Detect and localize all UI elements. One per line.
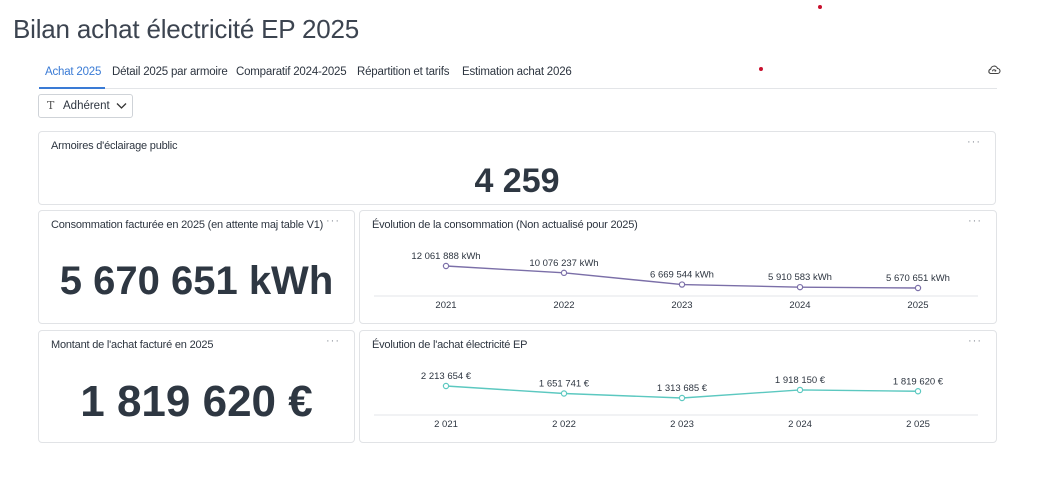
data-label: 1 918 150 €: [775, 375, 826, 386]
tab-bar: Achat 2025 Détail 2025 par armoire Compa…: [39, 60, 1001, 89]
data-point: [914, 284, 922, 292]
kpi-value: 5 670 651 kWh: [59, 259, 334, 303]
data-label: 5 910 583 kWh: [768, 272, 832, 283]
x-tick-label: 2025: [907, 300, 928, 311]
data-label: 12 061 888 kWh: [411, 251, 480, 262]
data-point: [442, 382, 450, 390]
tab-estimation[interactable]: Estimation achat 2026: [462, 66, 572, 78]
x-tick-label: 2023: [671, 300, 692, 311]
data-label: 5 670 651 kWh: [886, 273, 950, 284]
data-label: 1 819 620 €: [893, 376, 944, 387]
achat-line-chart: 2 213 654 € 2 021 1 651 741 € 2 022 1 313 68…: [374, 371, 978, 430]
card-evolution-achat: Évolution de l'achat électricité EP ··· …: [359, 330, 997, 443]
data-label: 2 213 654 €: [421, 371, 472, 382]
kpi-value: 4 259: [474, 162, 560, 200]
x-tick-label: 2 021: [434, 419, 458, 430]
data-label: 6 669 544 kWh: [650, 270, 714, 281]
cloud-refresh-icon[interactable]: [987, 64, 1001, 76]
red-dot-marker: [818, 5, 822, 9]
text-type-icon: T: [47, 99, 55, 112]
more-options-icon[interactable]: ···: [326, 335, 340, 347]
card-title: Évolution de la consommation (Non actual…: [372, 219, 638, 231]
card-evolution-consommation: Évolution de la consommation (Non actual…: [359, 210, 997, 324]
x-tick-label: 2 023: [670, 419, 694, 430]
card-consommation: Consommation facturée en 2025 (en attent…: [38, 210, 355, 324]
tab-comparatif[interactable]: Comparatif 2024-2025: [236, 66, 347, 78]
x-tick-label: 2 025: [906, 419, 930, 430]
data-point: [560, 269, 568, 277]
page-title: Bilan achat électricité EP 2025: [13, 14, 359, 44]
card-montant: Montant de l'achat facturé en 2025 ··· 1…: [38, 330, 355, 443]
tab-detail-2025[interactable]: Détail 2025 par armoire: [112, 66, 228, 78]
data-point: [796, 386, 804, 394]
data-label: 1 651 741 €: [539, 378, 590, 389]
card-title: Armoires d'éclairage public: [51, 140, 178, 152]
tab-achat-2025[interactable]: Achat 2025: [45, 66, 102, 78]
card-title: Montant de l'achat facturé en 2025: [51, 339, 214, 351]
card-armoires: Armoires d'éclairage public ··· 4 259: [38, 131, 996, 205]
more-options-icon[interactable]: ···: [967, 136, 981, 148]
data-point: [560, 390, 568, 397]
x-tick-label: 2021: [435, 300, 456, 311]
x-tick-label: 2 024: [788, 419, 812, 430]
data-point: [678, 394, 686, 402]
active-tab-indicator: [39, 87, 105, 89]
more-options-icon[interactable]: ···: [968, 335, 982, 347]
kpi-value: 1 819 620 €: [80, 377, 313, 426]
filter-label: Adhérent: [63, 100, 110, 112]
card-title: Consommation facturée en 2025 (en attent…: [51, 219, 324, 231]
data-point: [678, 281, 686, 288]
tab-repartition[interactable]: Répartition et tarifs: [357, 66, 450, 78]
data-point: [796, 283, 804, 291]
data-label: 1 313 685 €: [657, 383, 708, 394]
more-options-icon[interactable]: ···: [968, 215, 982, 227]
data-point: [442, 262, 450, 270]
red-dot-marker: [759, 67, 763, 71]
consommation-line-chart: 12 061 888 kWh 2021 10 076 237 kWh 2022 6 66…: [374, 251, 978, 311]
more-options-icon[interactable]: ···: [326, 215, 340, 227]
x-tick-label: 2024: [789, 300, 810, 311]
adherent-filter[interactable]: T Adhérent: [38, 94, 133, 118]
data-label: 10 076 237 kWh: [529, 258, 598, 269]
data-point: [914, 388, 922, 395]
chevron-down-icon: [116, 103, 127, 109]
card-title: Évolution de l'achat électricité EP: [372, 339, 528, 351]
x-tick-label: 2022: [553, 300, 574, 311]
x-tick-label: 2 022: [552, 419, 576, 430]
